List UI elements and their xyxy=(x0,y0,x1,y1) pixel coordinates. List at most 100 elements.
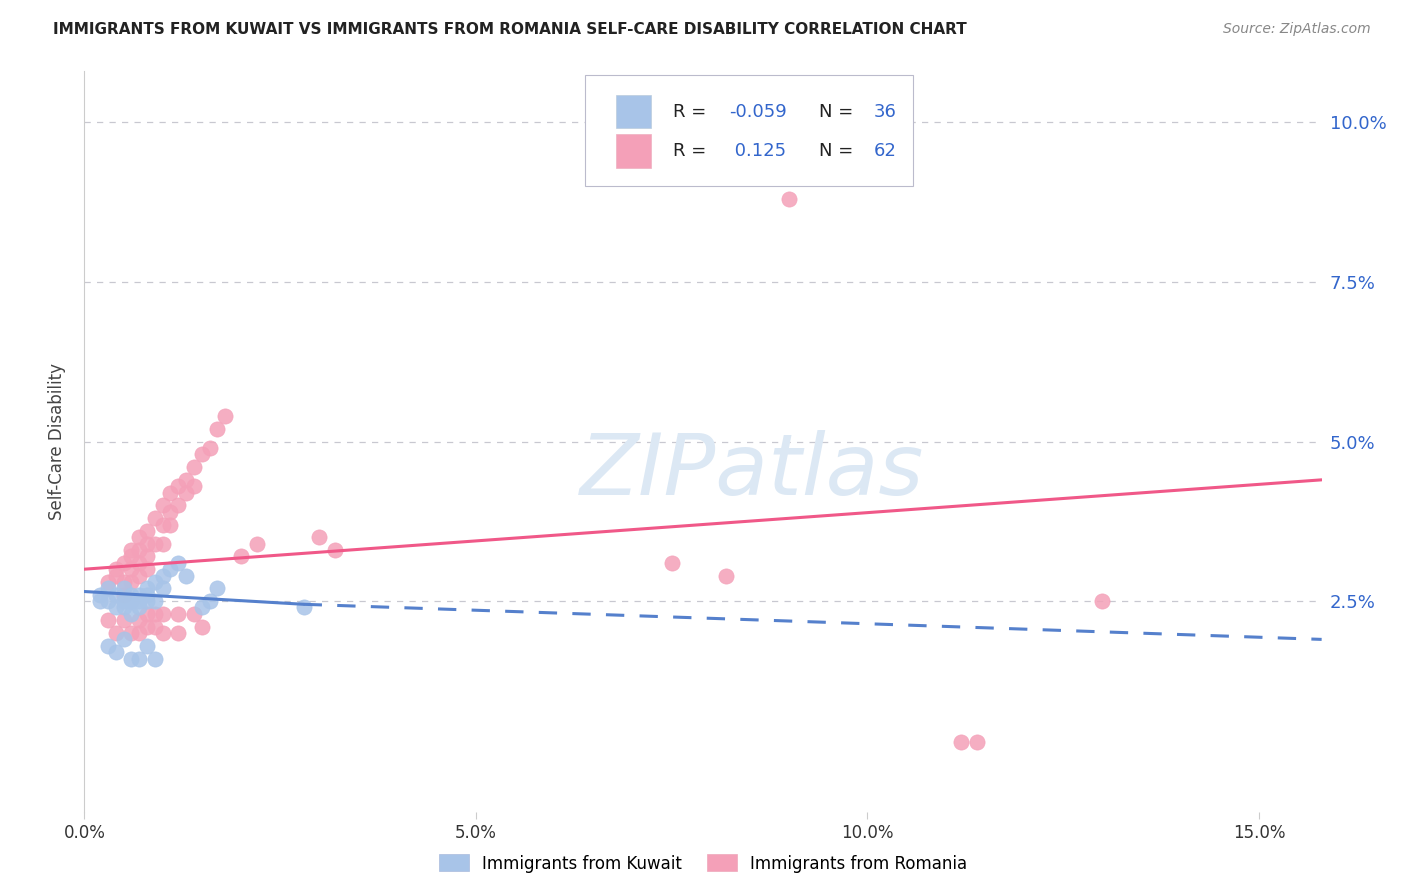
Point xyxy=(136,524,159,538)
Point xyxy=(104,645,127,659)
Point xyxy=(120,588,142,602)
Point xyxy=(214,409,236,423)
Point xyxy=(128,588,150,602)
Point xyxy=(128,556,150,570)
FancyBboxPatch shape xyxy=(616,95,651,128)
Point xyxy=(167,607,190,621)
Point xyxy=(159,505,181,519)
Text: IMMIGRANTS FROM KUWAIT VS IMMIGRANTS FROM ROMANIA SELF-CARE DISABILITY CORRELATI: IMMIGRANTS FROM KUWAIT VS IMMIGRANTS FRO… xyxy=(53,22,967,37)
Text: ZIPatlas: ZIPatlas xyxy=(581,430,925,513)
Point xyxy=(323,543,346,558)
Point xyxy=(128,651,150,665)
Point xyxy=(128,530,150,544)
Text: N =: N = xyxy=(820,142,859,160)
Point xyxy=(104,562,127,576)
Point xyxy=(112,588,135,602)
Point xyxy=(950,734,973,748)
Point xyxy=(120,549,142,564)
Text: -0.059: -0.059 xyxy=(728,103,787,120)
Point xyxy=(159,485,181,500)
Point xyxy=(128,613,150,627)
Point xyxy=(183,479,205,493)
Point xyxy=(198,441,221,455)
Point xyxy=(152,626,174,640)
Legend: Immigrants from Kuwait, Immigrants from Romania: Immigrants from Kuwait, Immigrants from … xyxy=(432,847,974,880)
Point xyxy=(152,517,174,532)
Point xyxy=(128,600,150,615)
Point xyxy=(174,485,197,500)
Point xyxy=(104,568,127,582)
Point xyxy=(104,600,127,615)
Point xyxy=(104,626,127,640)
Point xyxy=(159,562,181,576)
Point xyxy=(120,574,142,589)
Point xyxy=(89,588,111,602)
Point xyxy=(136,582,159,596)
Text: 36: 36 xyxy=(873,103,897,120)
Point xyxy=(128,594,150,608)
Text: R =: R = xyxy=(673,142,713,160)
Point xyxy=(120,594,142,608)
Point xyxy=(136,619,159,633)
Point xyxy=(136,549,159,564)
Point xyxy=(97,639,120,653)
Point xyxy=(716,568,738,582)
Point xyxy=(136,594,159,608)
Point xyxy=(198,594,221,608)
Y-axis label: Self-Care Disability: Self-Care Disability xyxy=(48,363,66,520)
Point xyxy=(120,543,142,558)
Point xyxy=(128,626,150,640)
Point xyxy=(167,499,190,513)
Point xyxy=(136,536,159,550)
Point xyxy=(143,607,166,621)
Point xyxy=(167,556,190,570)
Point xyxy=(112,556,135,570)
Point xyxy=(128,568,150,582)
Point xyxy=(112,632,135,647)
Point xyxy=(97,613,120,627)
Point xyxy=(191,600,214,615)
Point xyxy=(183,607,205,621)
Point xyxy=(167,479,190,493)
Text: 62: 62 xyxy=(873,142,897,160)
Point xyxy=(120,562,142,576)
Point xyxy=(143,574,166,589)
Point xyxy=(167,626,190,640)
Point xyxy=(966,734,988,748)
Text: N =: N = xyxy=(820,103,859,120)
Text: 0.125: 0.125 xyxy=(728,142,786,160)
Point xyxy=(174,473,197,487)
Point xyxy=(136,588,159,602)
Point xyxy=(128,543,150,558)
FancyBboxPatch shape xyxy=(585,75,914,186)
Point xyxy=(97,582,120,596)
Point xyxy=(229,549,252,564)
Text: Source: ZipAtlas.com: Source: ZipAtlas.com xyxy=(1223,22,1371,37)
Point xyxy=(112,594,135,608)
Point xyxy=(136,562,159,576)
Point xyxy=(136,639,159,653)
Point xyxy=(143,651,166,665)
Point xyxy=(112,613,135,627)
Text: R =: R = xyxy=(673,103,713,120)
Point xyxy=(159,517,181,532)
Point xyxy=(112,600,135,615)
Point xyxy=(97,574,120,589)
Point xyxy=(207,422,229,436)
Point xyxy=(152,568,174,582)
Point xyxy=(152,499,174,513)
Point xyxy=(143,594,166,608)
Point xyxy=(143,511,166,525)
Point xyxy=(191,447,214,461)
Point xyxy=(1091,594,1114,608)
Point xyxy=(120,607,142,621)
Point xyxy=(120,651,142,665)
Point xyxy=(120,626,142,640)
Point xyxy=(89,594,111,608)
Point xyxy=(246,536,269,550)
Point xyxy=(191,619,214,633)
Point xyxy=(661,556,683,570)
Point xyxy=(292,600,315,615)
Point xyxy=(174,568,197,582)
Point xyxy=(778,192,800,206)
